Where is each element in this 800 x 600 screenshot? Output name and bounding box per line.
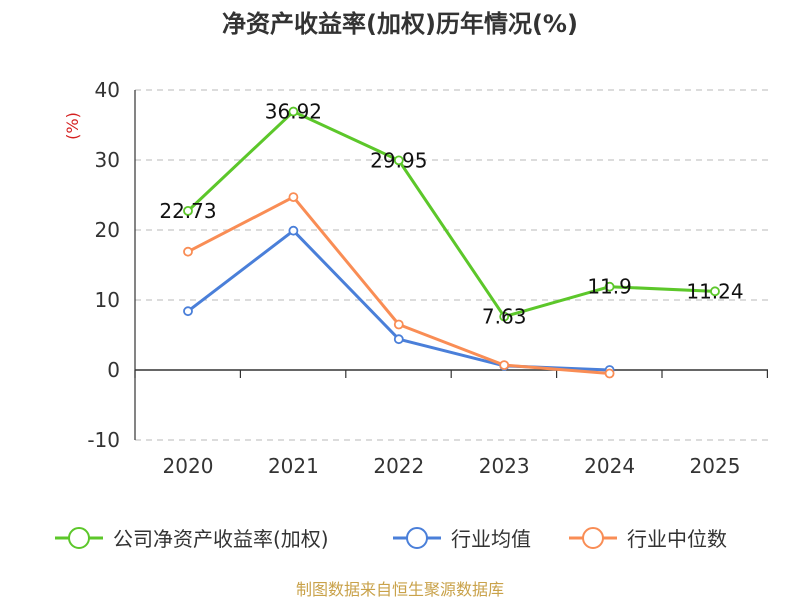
data-point <box>288 106 299 117</box>
x-tick-label: 2020 <box>163 454 214 478</box>
data-point <box>393 319 404 330</box>
data-point <box>288 225 299 236</box>
data-point <box>393 155 404 166</box>
legend: 公司净资产收益率(加权) 行业均值 行业中位数 <box>55 527 727 551</box>
legend-swatch-marker <box>68 527 90 549</box>
series-line-2 <box>187 195 610 375</box>
data-point <box>604 368 615 379</box>
y-tick-label: 40 <box>95 78 120 102</box>
series <box>183 106 720 379</box>
chart-title: 净资产收益率(加权)历年情况(%) <box>222 10 578 38</box>
x-tick-label: 2021 <box>268 454 319 478</box>
data-label: 22.73 <box>159 199 216 223</box>
data-label: 7.63 <box>482 305 527 329</box>
data-point <box>604 281 615 292</box>
x-tick-label: 2024 <box>584 454 635 478</box>
x-tick-label: 2022 <box>373 454 424 478</box>
y-tick-label: 10 <box>95 288 120 312</box>
y-tick-label: 0 <box>107 358 120 382</box>
data-label: 11.24 <box>686 279 743 303</box>
data-point <box>288 192 299 203</box>
grid <box>135 89 768 441</box>
data-point <box>183 205 193 216</box>
legend-label: 行业中位数 <box>627 527 727 551</box>
x-tick-label: 2023 <box>479 454 530 478</box>
data-point <box>183 246 193 257</box>
axes: 40 30 20 10 0 -10 2020 2021 2022 2023 2024 2025 <box>87 78 769 478</box>
y-tick-label: 20 <box>95 218 120 242</box>
y-tick-label: 30 <box>95 148 120 172</box>
legend-swatch-marker <box>582 527 604 549</box>
data-labels: 22.73 36.92 29.95 7.63 11.9 11.24 <box>159 100 743 329</box>
data-point <box>393 334 404 345</box>
source-note: 制图数据来自恒生聚源数据库 <box>296 580 504 599</box>
y-tick-label: -10 <box>87 428 120 452</box>
data-label: 36.92 <box>265 100 322 124</box>
legend-swatch-marker <box>406 527 428 549</box>
x-tick-label: 2025 <box>690 454 741 478</box>
legend-label: 行业均值 <box>451 527 531 551</box>
data-label: 29.95 <box>370 148 427 172</box>
data-point <box>499 311 510 322</box>
legend-label: 公司净资产收益率(加权) <box>113 527 329 551</box>
series-line-0 <box>186 110 716 319</box>
data-point <box>499 360 510 371</box>
data-label: 11.9 <box>587 275 632 299</box>
data-point <box>183 306 193 317</box>
data-point <box>710 286 720 297</box>
y-axis-unit-label: (%) <box>63 112 82 140</box>
